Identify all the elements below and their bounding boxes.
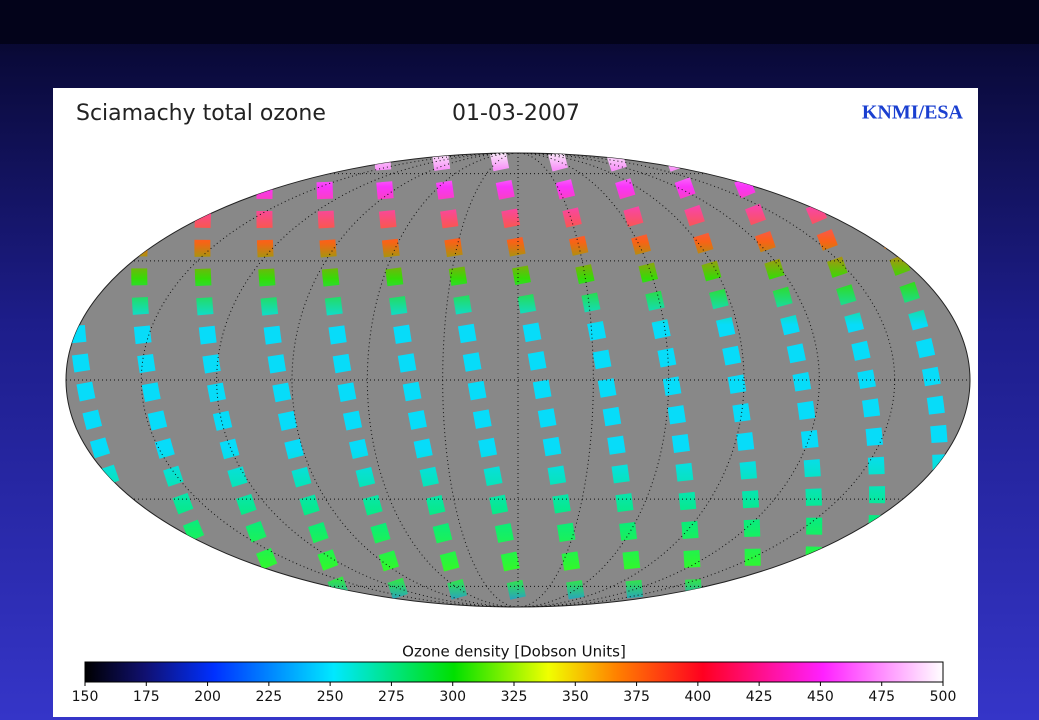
swath xyxy=(316,153,412,607)
map-date: 01-03-2007 xyxy=(452,101,580,126)
map-title: Sciamachy total ozone xyxy=(76,101,326,126)
top-bar xyxy=(0,0,1039,44)
meridian xyxy=(216,153,820,607)
colorbar-ticks: 150 175 200 225 250 275 300 325 350 375 400 425 450 4… xyxy=(72,682,957,705)
meridian xyxy=(291,153,745,607)
swath xyxy=(664,153,761,607)
swath xyxy=(722,153,823,607)
colorbar-tick-label: 325 xyxy=(501,689,528,705)
colorbar-tick-label: 225 xyxy=(255,689,282,705)
colorbar-tick-label: 275 xyxy=(378,689,405,705)
colorbar-tick-label: 475 xyxy=(868,689,895,705)
colorbar-tick-label: 150 xyxy=(72,689,99,705)
colorbar-tick-label: 450 xyxy=(807,689,834,705)
colorbar-tick-label: 175 xyxy=(133,689,160,705)
graticule xyxy=(66,153,970,607)
meridian xyxy=(366,153,670,607)
swath xyxy=(374,153,470,607)
swath xyxy=(490,153,586,607)
colorbar-tick-label: 300 xyxy=(439,689,466,705)
colorbar-tick-label: 375 xyxy=(623,689,650,705)
colorbar-label: Ozone density [Dobson Units] xyxy=(402,643,626,661)
colorbar-tick-label: 350 xyxy=(562,689,589,705)
colorbar-tick-label: 250 xyxy=(317,689,344,705)
swath xyxy=(548,153,644,607)
map-source: KNMI/ESA xyxy=(862,102,964,124)
colorbar-tick-label: 425 xyxy=(746,689,773,705)
colorbar xyxy=(84,661,944,683)
colorbar-tick-label: 500 xyxy=(930,689,957,705)
swath xyxy=(432,153,528,607)
colorbar-tick-label: 400 xyxy=(684,689,711,705)
swath xyxy=(256,153,354,607)
colorbar-tick-label: 200 xyxy=(194,689,221,705)
meridian xyxy=(442,153,594,607)
